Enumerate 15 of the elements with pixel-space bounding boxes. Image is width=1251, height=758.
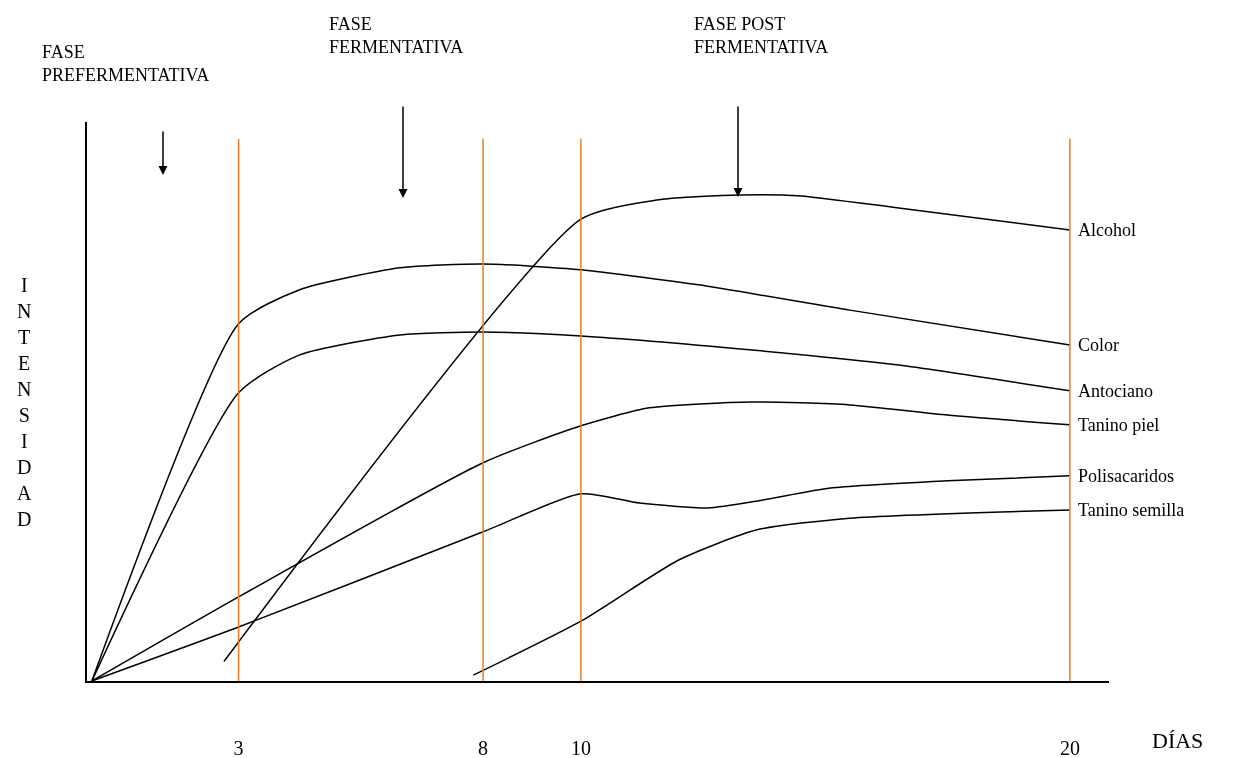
series-label: Tanino piel <box>1078 415 1160 435</box>
x-tick-label: 10 <box>570 737 591 758</box>
x-tick-label: 3 <box>233 737 244 758</box>
series-label: Antociano <box>1078 381 1153 401</box>
series-label: Polisacaridos <box>1078 466 1174 486</box>
x-tick-label: 8 <box>478 737 489 758</box>
series-label: Tanino semilla <box>1078 500 1185 520</box>
x-tick-label: 20 <box>1059 737 1080 758</box>
text: INTENSIDAD <box>17 274 32 530</box>
x-axis-title: DÍAS <box>1152 728 1204 753</box>
text: FASE PREFERMENTATIVA <box>42 42 210 86</box>
text: FASE POST FERMENTATIVA <box>694 14 829 58</box>
series-label: Color <box>1078 335 1120 355</box>
text: FASE FERMENTATIVA <box>329 14 464 58</box>
series-label: Alcohol <box>1078 220 1136 240</box>
